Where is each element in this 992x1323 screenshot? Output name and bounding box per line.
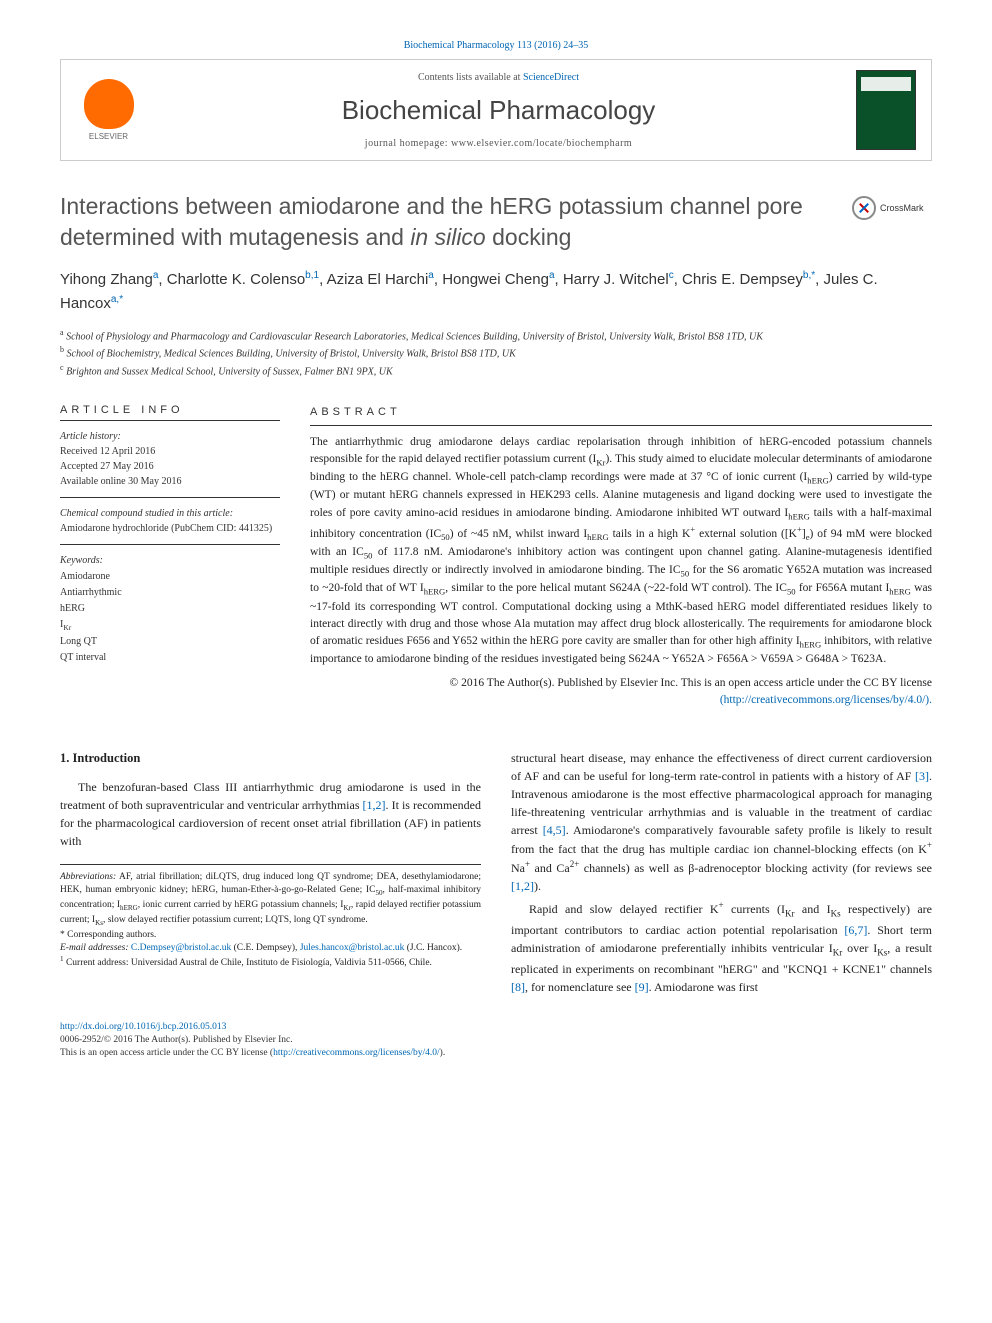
history-label: Article history: [60, 431, 121, 442]
intro-para-1: The benzofuran-based Class III antiarrhy… [60, 778, 481, 850]
affiliation-c: c Brighton and Sussex Medical School, Un… [60, 362, 932, 379]
intro-para-2: structural heart disease, may enhance th… [511, 749, 932, 895]
header-center: Contents lists available at ScienceDirec… [156, 72, 841, 149]
email-dempsey[interactable]: C.Dempsey@bristol.ac.uk [131, 943, 231, 953]
elsevier-tree-icon [84, 79, 134, 129]
compound-value: Amiodarone hydrochloride (PubChem CID: 4… [60, 523, 272, 534]
title-row: Interactions between amiodarone and the … [60, 191, 932, 253]
abbreviations: Abbreviations: AF, atrial fibrillation; … [60, 871, 481, 929]
email-hancox[interactable]: Jules.hancox@bristol.ac.uk [300, 943, 405, 953]
abstract-column: ABSTRACT The antiarrhythmic drug amiodar… [310, 404, 932, 709]
elsevier-logo: ELSEVIER [76, 73, 141, 148]
journal-homepage: journal homepage: www.elsevier.com/locat… [156, 138, 841, 149]
history-accepted: Accepted 27 May 2016 [60, 461, 154, 472]
corresponding-note: * Corresponding authors. [60, 929, 481, 942]
footnotes: Abbreviations: AF, atrial fibrillation; … [60, 864, 481, 971]
article-title: Interactions between amiodarone and the … [60, 191, 837, 253]
bottom-license-link[interactable]: http://creativecommons.org/licenses/by/4… [273, 1048, 440, 1058]
article-history: Article history: Received 12 April 2016 … [60, 429, 280, 498]
crossmark-label: CrossMark [880, 203, 924, 213]
contents-prefix: Contents lists available at [418, 72, 523, 83]
article-info-column: ARTICLE INFO Article history: Received 1… [60, 404, 280, 709]
contents-available: Contents lists available at ScienceDirec… [156, 72, 841, 83]
keywords-block: Keywords: AmiodaroneAntiarrhythmichERGIK… [60, 553, 280, 666]
journal-name: Biochemical Pharmacology [156, 95, 841, 126]
email-addresses: E-mail addresses: C.Dempsey@bristol.ac.u… [60, 942, 481, 955]
license-link[interactable]: (http://creativecommons.org/licenses/by/… [720, 694, 932, 706]
journal-citation: Biochemical Pharmacology 113 (2016) 24–3… [60, 40, 932, 51]
journal-cover-thumbnail [856, 70, 916, 150]
current-address-note: 1 Current address: Universidad Austral d… [60, 955, 481, 970]
authors-list: Yihong Zhanga, Charlotte K. Colensob,1, … [60, 268, 932, 315]
license-text: This is an open access article under the… [60, 1048, 273, 1058]
affiliation-a: a School of Physiology and Pharmacology … [60, 327, 932, 344]
bottom-doi-block: http://dx.doi.org/10.1016/j.bcp.2016.05.… [60, 1021, 932, 1061]
affiliation-b: b School of Biochemistry, Medical Scienc… [60, 344, 932, 361]
title-post: docking [486, 224, 572, 250]
intro-para-3: Rapid and slow delayed rectifier K+ curr… [511, 899, 932, 996]
compound-label: Chemical compound studied in this articl… [60, 508, 233, 519]
title-italic: in silico [410, 224, 485, 250]
history-received: Received 12 April 2016 [60, 446, 155, 457]
issn-copyright: 0006-2952/© 2016 The Author(s). Publishe… [60, 1035, 293, 1045]
chemical-compound: Chemical compound studied in this articl… [60, 506, 280, 545]
sciencedirect-link[interactable]: ScienceDirect [523, 72, 579, 83]
journal-header: ELSEVIER Contents lists available at Sci… [60, 59, 932, 161]
abstract-copyright: © 2016 The Author(s). Published by Elsev… [310, 675, 932, 710]
doi-link[interactable]: http://dx.doi.org/10.1016/j.bcp.2016.05.… [60, 1022, 226, 1032]
intro-heading: 1. Introduction [60, 749, 481, 768]
keywords-label: Keywords: [60, 555, 103, 566]
body-columns: 1. Introduction The benzofuran-based Cla… [60, 749, 932, 996]
abstract-text: The antiarrhythmic drug amiodarone delay… [310, 434, 932, 669]
article-info-heading: ARTICLE INFO [60, 404, 280, 421]
crossmark-icon [852, 196, 876, 220]
affiliations: a School of Physiology and Pharmacology … [60, 327, 932, 379]
publisher-name: ELSEVIER [89, 132, 128, 141]
info-abstract-row: ARTICLE INFO Article history: Received 1… [60, 404, 932, 709]
history-online: Available online 30 May 2016 [60, 476, 181, 487]
abstract-heading: ABSTRACT [310, 404, 932, 426]
crossmark-badge[interactable]: CrossMark [852, 196, 932, 220]
